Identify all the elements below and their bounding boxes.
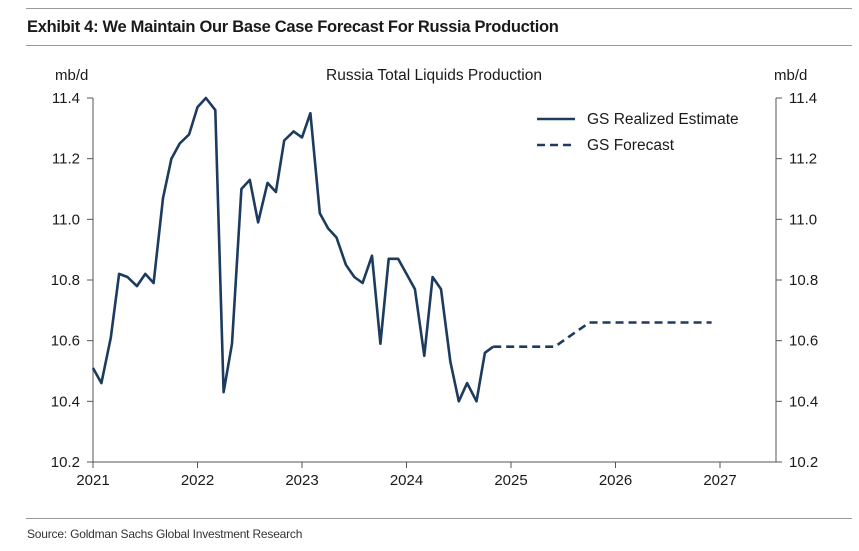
title-rule [26, 45, 852, 46]
y-tick-label-right: 10.2 [789, 454, 818, 471]
chart-title: Russia Total Liquids Production [326, 67, 542, 84]
y-tick-label-right: 10.8 [789, 272, 818, 289]
x-tick-label: 2022 [181, 472, 214, 489]
series-line-gs-realized-estimate [91, 96, 494, 403]
legend-label-gs-realized-estimate: GS Realized Estimate [587, 111, 739, 128]
y-tick-label-left: 10.4 [51, 393, 80, 410]
y-tick-label-left: 11.0 [52, 211, 80, 228]
x-tick-label: 2025 [494, 472, 527, 489]
y-tick-label-right: 10.6 [789, 333, 818, 350]
y-tick-label-left: 10.8 [51, 272, 80, 289]
top-rule [26, 8, 852, 9]
y-tick-label-left: 11.2 [52, 151, 80, 168]
x-tick-label: 2024 [390, 472, 423, 489]
y-tick-label-right: 10.4 [789, 393, 818, 410]
y-tick-label-right: 11.4 [789, 90, 817, 107]
legend-label-gs-forecast: GS Forecast [587, 137, 675, 154]
x-tick-label: 2023 [285, 472, 318, 489]
bottom-rule [26, 518, 852, 519]
series-line-gs-forecast [493, 321, 712, 349]
x-tick-label: 2021 [76, 472, 109, 489]
y-tick-label-left: 10.6 [51, 333, 80, 350]
x-tick-label: 2027 [703, 472, 736, 489]
exhibit-title: Exhibit 4: We Maintain Our Base Case For… [27, 18, 559, 36]
y-axis-label-right: mb/d [774, 67, 807, 84]
y-tick-label-right: 11.0 [789, 211, 817, 228]
x-tick-label: 2026 [599, 472, 632, 489]
y-tick-label-left: 10.2 [51, 454, 80, 471]
source-note: Source: Goldman Sachs Global Investment … [27, 527, 303, 541]
y-tick-label-left: 11.4 [52, 90, 80, 107]
y-tick-label-right: 11.2 [789, 151, 817, 168]
y-axis-label-left: mb/d [55, 67, 88, 84]
